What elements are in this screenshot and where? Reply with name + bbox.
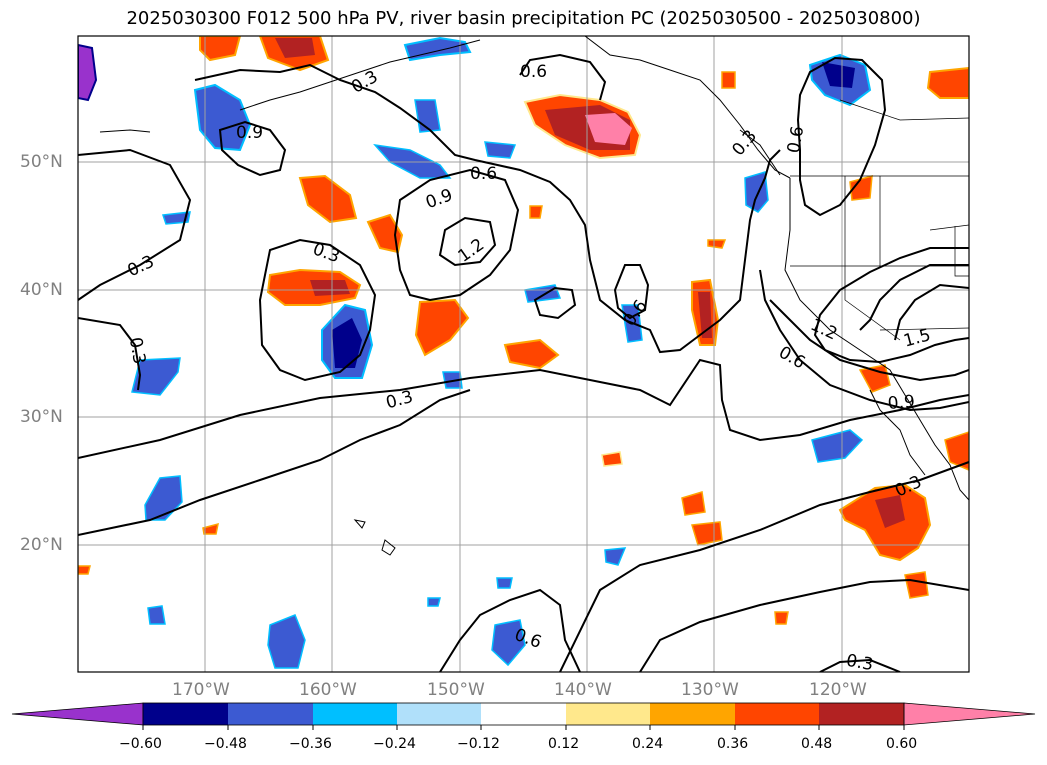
precip-blob: [147, 605, 166, 625]
colorbar-cell: [143, 703, 228, 725]
precip-blob: [529, 205, 543, 219]
precip-blob: [503, 338, 560, 370]
precip-blob: [604, 547, 627, 566]
precip-blob: [78, 43, 98, 102]
contour-label: 0.9: [887, 392, 916, 414]
precip-blob: [193, 83, 252, 152]
lat-label-40n: 40°N: [20, 280, 63, 300]
precip-blob: [298, 174, 358, 224]
lon-label-140w: 140°W: [554, 680, 612, 700]
precip-blob: [202, 522, 219, 535]
precip-blob: [698, 292, 712, 338]
colorbar-tick: 0.24: [632, 736, 664, 752]
precip-blob: [585, 113, 632, 145]
lon-label-170w: 170°W: [172, 680, 230, 700]
map-title: 2025030300 F012 500 hPa PV, river basin …: [126, 8, 921, 29]
precip-blob: [491, 619, 526, 667]
precip-blob: [721, 71, 736, 89]
colorbar-cell: [313, 703, 397, 725]
precip-blob: [275, 38, 315, 58]
colorbar-tick: −0.60: [119, 736, 162, 752]
precip-negative-regions: [78, 36, 872, 669]
colorbar-cell: [481, 703, 566, 725]
lat-label-20n: 20°N: [20, 535, 63, 555]
coastlines: [99, 36, 969, 556]
precip-blob: [332, 318, 362, 368]
contour-label: 0.6: [784, 125, 808, 155]
colorbar-cell: [819, 703, 904, 725]
precip-blob: [926, 66, 969, 99]
precip-blob: [875, 495, 905, 528]
colorbar-tick: −0.24: [373, 736, 416, 752]
map-frame: [77, 35, 970, 673]
colorbar-cell: [650, 703, 735, 725]
precip-blob: [691, 521, 723, 546]
pv-contours: [78, 53, 969, 672]
precip-blob: [849, 174, 873, 201]
graticule: [78, 36, 969, 672]
colorbar-tick: −0.48: [204, 736, 247, 752]
lat-label-30n: 30°N: [20, 407, 63, 427]
colorbar-tick: 0.36: [717, 736, 749, 752]
precip-blob: [366, 213, 404, 254]
precip-blob: [144, 475, 183, 521]
precip-blob: [681, 491, 706, 516]
colorbar-cell: [735, 703, 819, 725]
precip-blob: [484, 141, 517, 159]
precip-blob: [496, 577, 513, 589]
precip-blob: [811, 429, 864, 463]
colorbar-tick: 0.12: [548, 736, 580, 752]
precip-blob: [427, 597, 441, 607]
colorbar: [11, 702, 1036, 730]
colorbar-tick: 0.60: [886, 736, 918, 752]
colorbar-cell-extend-max: [903, 702, 1036, 726]
contour-label: 0.6: [775, 342, 808, 373]
colorbar-tick: 0.48: [801, 736, 833, 752]
contour-label: 1.2: [807, 315, 840, 345]
colorbar-cell-extend-min: [11, 702, 144, 726]
precip-blob: [267, 614, 306, 669]
precip-blob: [774, 611, 789, 625]
precip-blob: [78, 565, 91, 575]
contour-label: 0.6: [470, 164, 497, 184]
precip-blob: [707, 239, 727, 249]
lon-label-160w: 160°W: [299, 680, 357, 700]
contour-label: 0.9: [423, 185, 455, 213]
precip-blob: [199, 36, 242, 62]
precip-blob: [310, 280, 350, 296]
precip-blob: [822, 62, 855, 88]
state-borders: [790, 99, 969, 341]
lon-label-120w: 120°W: [809, 680, 867, 700]
colorbar-tick: −0.36: [289, 736, 332, 752]
precip-blob: [131, 357, 181, 396]
precip-blob: [904, 571, 929, 599]
lon-label-150w: 150°W: [427, 680, 485, 700]
colorbar-frame: [142, 702, 905, 726]
lat-label-50n: 50°N: [20, 152, 63, 172]
precip-blob: [944, 431, 969, 471]
colorbar-tick: −0.12: [457, 736, 500, 752]
colorbar-cell: [228, 703, 313, 725]
precip-blob: [601, 451, 623, 467]
precip-blob: [414, 298, 470, 357]
colorbar-cell: [397, 703, 481, 725]
lon-label-130w: 130°W: [681, 680, 739, 700]
contour-label: 0.3: [310, 239, 342, 267]
precip-positive-regions: [78, 36, 969, 625]
colorbar-cell: [566, 703, 650, 725]
contour-label: 0.3: [845, 651, 875, 675]
contour-label: 0.3: [125, 336, 149, 366]
contour-label: 0.9: [236, 123, 263, 143]
contour-label: 0.6: [520, 62, 547, 82]
precip-blob: [858, 364, 891, 393]
contour-label: 0.3: [728, 126, 761, 160]
precip-blob: [161, 211, 191, 225]
